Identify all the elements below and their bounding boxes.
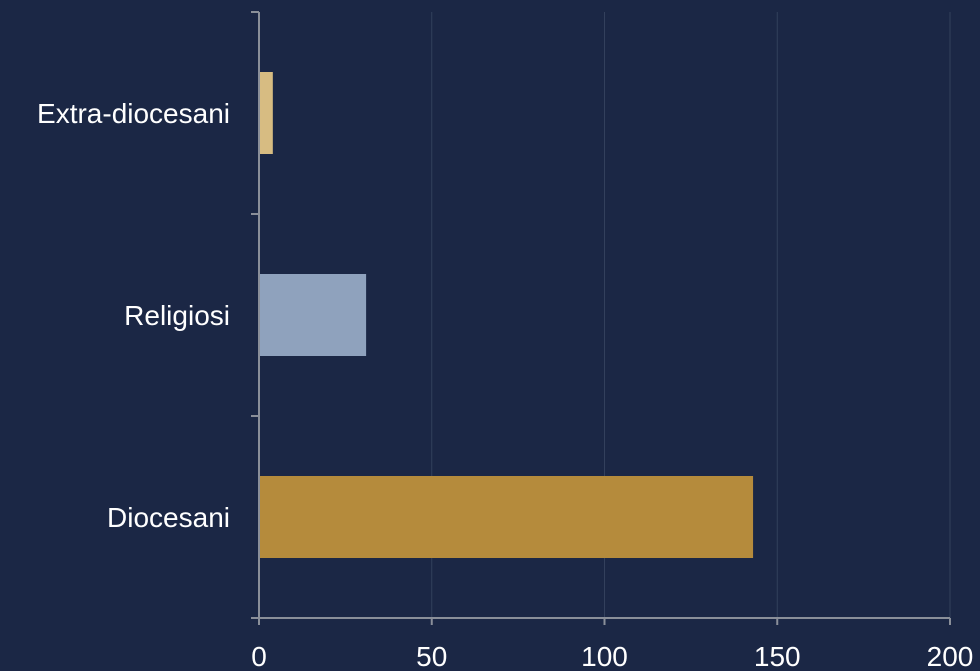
labels: 0 50 100 150 200 Extra-diocesani Religiosi Dioc… [37, 98, 973, 671]
x-tick-label: 0 [251, 641, 267, 671]
axes [251, 11, 951, 625]
bar-religiosi [259, 274, 367, 356]
x-tick-label: 150 [754, 641, 801, 671]
y-category-label: Religiosi [124, 300, 230, 331]
y-category-label: Diocesani [107, 502, 230, 533]
x-tick-label: 100 [581, 641, 628, 671]
bar-diocesani [259, 476, 754, 558]
x-tick-label: 200 [927, 641, 974, 671]
x-tick-label: 50 [416, 641, 447, 671]
y-category-label: Extra-diocesani [37, 98, 230, 129]
bars [259, 72, 754, 558]
bar-extra-diocesani [259, 72, 273, 154]
